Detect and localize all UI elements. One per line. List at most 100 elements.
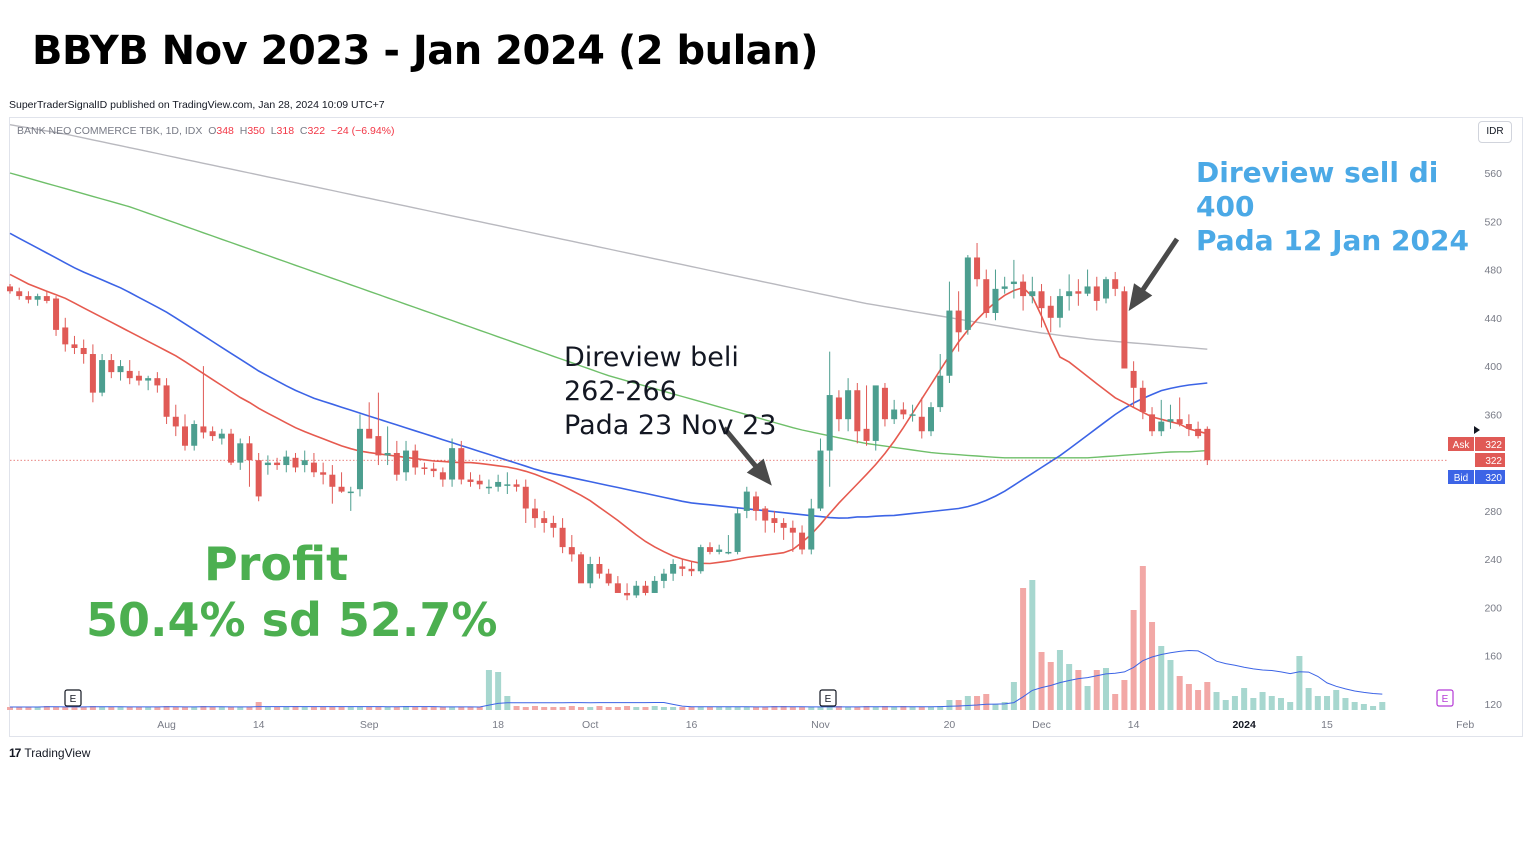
volume-bar <box>688 707 695 710</box>
volume-bar <box>587 707 594 710</box>
candle-body <box>237 443 244 463</box>
volume-bar <box>375 707 382 710</box>
volume-bar <box>126 707 133 710</box>
candle-body <box>181 426 188 446</box>
candle-body <box>706 547 713 552</box>
volume-bar <box>872 707 879 710</box>
y-tick-label: 120 <box>1484 699 1502 711</box>
y-tick-label: 240 <box>1484 554 1502 566</box>
price-tag-bg <box>1475 453 1505 467</box>
volume-bar <box>228 707 235 710</box>
volume-bar <box>808 707 815 710</box>
candle-body <box>568 547 575 555</box>
candle-body <box>43 296 50 301</box>
candle-body <box>1084 286 1091 294</box>
volume-bar <box>522 707 529 710</box>
volume-bar <box>1259 692 1266 710</box>
candle-body <box>80 347 87 355</box>
open-label: O <box>208 125 217 137</box>
candle-body <box>891 409 898 420</box>
x-tick-label: Feb <box>1456 719 1474 731</box>
volume-bar <box>1185 684 1192 710</box>
candle-body <box>964 257 971 330</box>
volume-bar <box>642 707 649 710</box>
x-tick-label: 15 <box>1321 719 1333 731</box>
volume-bar <box>347 707 354 710</box>
symbol-legend[interactable]: BANK NEO COMMERCE TBK, 1D, IDX O348 H350… <box>17 125 395 137</box>
volume-bar <box>1277 698 1284 710</box>
price-tag-label: Ask <box>1453 440 1471 451</box>
candle-body <box>946 310 953 376</box>
volume-bar <box>1149 622 1156 710</box>
candle-body <box>789 527 796 533</box>
y-tick-label: 440 <box>1484 313 1502 325</box>
volume-bar <box>891 707 898 710</box>
candle-body <box>1139 387 1146 412</box>
volume-bar <box>34 707 41 710</box>
volume-bar <box>1167 660 1174 710</box>
ma-green-line <box>9 172 1208 459</box>
x-tick-label: 20 <box>944 719 956 731</box>
volume-bar <box>1296 656 1303 710</box>
volume-bar <box>964 696 971 710</box>
candle-body <box>578 554 585 584</box>
volume-bar <box>338 707 345 710</box>
buy-arrow-icon <box>722 426 772 486</box>
volume-bar <box>578 707 585 710</box>
candle-body <box>62 327 69 345</box>
candle-body <box>605 573 612 584</box>
candle-body <box>1121 291 1128 369</box>
arrow-head <box>1128 283 1153 311</box>
candle-body <box>255 460 262 497</box>
candle-body <box>596 564 603 574</box>
volume-bar <box>1084 686 1091 710</box>
close-label: C <box>299 125 308 137</box>
volume-bar <box>974 696 981 710</box>
volume-bar <box>154 707 161 710</box>
volume-bar <box>725 707 732 710</box>
candle-body <box>633 585 640 596</box>
volume-bar <box>320 707 327 710</box>
volume-bar <box>1231 696 1238 710</box>
volume-bar <box>237 707 244 710</box>
volume-bar <box>16 707 23 710</box>
candle-body <box>16 291 23 297</box>
volume-bar <box>1333 690 1340 710</box>
volume-bar <box>780 706 787 710</box>
candle-body <box>1066 291 1073 297</box>
volume-bar <box>135 707 142 710</box>
currency-button[interactable]: IDR <box>1478 121 1512 143</box>
volume-bar <box>1268 696 1275 710</box>
event-marker-letter: E <box>1442 694 1449 705</box>
candle-body <box>274 462 281 466</box>
volume-bar <box>614 707 621 710</box>
price-tag-label-bg <box>1448 470 1474 484</box>
candle-body <box>476 480 483 485</box>
chart-frame[interactable] <box>9 117 1523 737</box>
volume-bar <box>25 707 32 710</box>
x-tick-label: Nov <box>811 719 830 731</box>
volume-bar <box>1029 580 1036 710</box>
ma-blue-line <box>9 232 1208 519</box>
candle-body <box>854 390 861 432</box>
candle-body <box>283 456 290 466</box>
candle-body <box>734 513 741 552</box>
event-marker-icon <box>819 689 837 707</box>
volume-bar <box>559 707 566 710</box>
volume-bar <box>651 706 658 710</box>
volume-bar <box>743 707 750 710</box>
candle-body <box>1075 291 1082 294</box>
volume-bar <box>274 707 281 710</box>
volume-bar <box>1158 646 1165 710</box>
volume-bar <box>541 707 548 710</box>
volume-bar <box>863 706 870 710</box>
candle-body <box>246 443 253 461</box>
volume-bar <box>1112 694 1119 710</box>
candle-body <box>1112 279 1119 289</box>
tradingview-logo[interactable]: 17 TradingView <box>9 746 90 760</box>
candle-body <box>329 474 336 487</box>
candle-body <box>688 568 695 572</box>
candle-body <box>1093 286 1100 301</box>
volume-bar <box>605 707 612 710</box>
